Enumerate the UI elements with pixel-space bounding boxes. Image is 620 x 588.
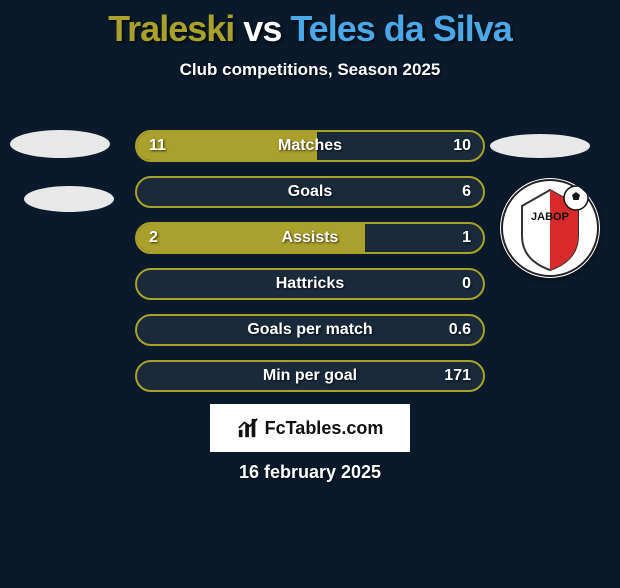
- right-player-shape-1: [490, 134, 590, 158]
- stat-label: Goals: [137, 178, 483, 206]
- stat-value-right: 0.6: [449, 316, 471, 344]
- stat-value-right: 0: [462, 270, 471, 298]
- stat-value-right: 1: [462, 224, 471, 252]
- stat-label: Goals per match: [137, 316, 483, 344]
- stat-value-right: 6: [462, 178, 471, 206]
- stat-row: Goals per match0.6: [135, 314, 485, 346]
- stats-container: Matches11 10 Goals6 Assists2 1 Hattricks0 Goal…: [135, 130, 485, 406]
- stat-value-right: 171: [444, 362, 471, 390]
- stat-value-left: 2: [149, 224, 158, 252]
- left-player-shape-1: [10, 130, 110, 158]
- svg-text:JABOP: JABOP: [531, 211, 569, 223]
- club-badge-icon: JABOP: [500, 178, 600, 278]
- left-player-shape-2: [24, 186, 114, 212]
- stat-label: Matches: [137, 132, 483, 160]
- stat-label: Min per goal: [137, 362, 483, 390]
- stat-label: Hattricks: [137, 270, 483, 298]
- date-text: 16 february 2025: [0, 462, 620, 483]
- right-player-club-badge: JABOP: [500, 178, 600, 278]
- stat-value-left: 11: [149, 132, 166, 160]
- brand-chart-icon: [237, 417, 259, 439]
- stat-row: Matches11 10: [135, 130, 485, 162]
- stat-row: Assists2 1: [135, 222, 485, 254]
- vs-text: vs: [243, 8, 281, 49]
- player-left-name: Traleski: [108, 8, 234, 49]
- brand-box: FcTables.com: [210, 404, 410, 452]
- brand-text: FcTables.com: [265, 418, 384, 439]
- stat-value-right: 10: [453, 132, 471, 160]
- subtitle: Club competitions, Season 2025: [0, 60, 620, 80]
- comparison-title: Traleski vs Teles da Silva: [0, 8, 620, 50]
- player-right-name: Teles da Silva: [290, 8, 511, 49]
- stat-row: Min per goal171: [135, 360, 485, 392]
- stat-row: Hattricks0: [135, 268, 485, 300]
- stat-label: Assists: [137, 224, 483, 252]
- stat-row: Goals6: [135, 176, 485, 208]
